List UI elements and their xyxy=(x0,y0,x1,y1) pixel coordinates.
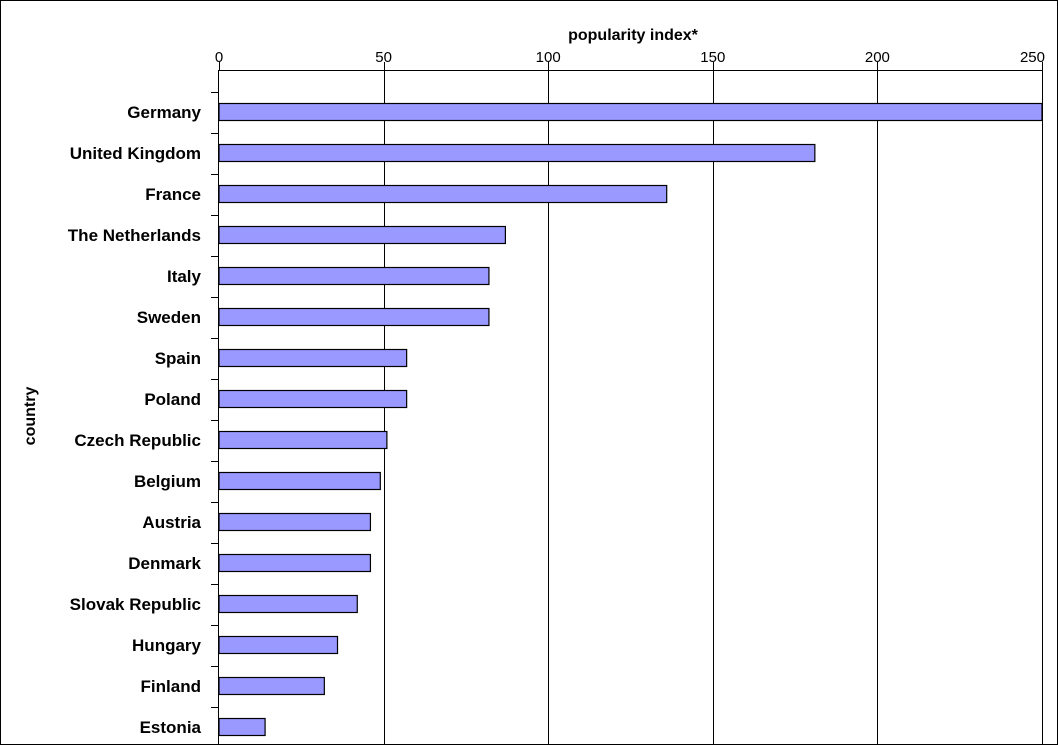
bar xyxy=(218,553,372,573)
bar xyxy=(218,348,408,368)
y-tick-label: Sweden xyxy=(137,308,201,327)
bar xyxy=(218,512,372,532)
bars xyxy=(218,102,1043,737)
y-tick-label: Czech Republic xyxy=(74,431,201,450)
y-axis-title: country xyxy=(22,387,39,446)
bar xyxy=(218,635,339,655)
y-tick-label: Belgium xyxy=(134,472,201,491)
bar xyxy=(218,143,816,163)
bar xyxy=(218,307,490,327)
y-tick-label: Hungary xyxy=(132,636,202,655)
y-tick-label: The Netherlands xyxy=(68,226,201,245)
x-axis-title: popularity index* xyxy=(568,27,699,44)
y-tick-label: Poland xyxy=(144,390,201,409)
x-tick-label: 200 xyxy=(865,49,890,66)
y-tick-label: Slovak Republic xyxy=(70,595,201,614)
bar xyxy=(218,676,325,696)
y-tick-label: Italy xyxy=(167,267,202,286)
x-tick-label: 250 xyxy=(1020,49,1045,66)
x-axis-ticks: 0 50 100 150 200 250 xyxy=(215,49,1045,745)
y-axis-labels: Germany United Kingdom France The Netherlan… xyxy=(68,92,219,737)
bar xyxy=(218,225,507,245)
y-tick-label: France xyxy=(145,185,201,204)
x-tick-label: 0 xyxy=(215,49,223,66)
bar xyxy=(218,471,381,491)
y-tick-label: Germany xyxy=(127,103,201,122)
bar xyxy=(218,717,266,737)
x-tick-label: 150 xyxy=(700,49,725,66)
y-tick-label: United Kingdom xyxy=(70,144,201,163)
bar xyxy=(218,430,388,450)
y-tick-label: Austria xyxy=(142,513,201,532)
x-tick-label: 50 xyxy=(375,49,392,66)
grid-lines xyxy=(384,70,1043,745)
bar xyxy=(218,594,358,614)
bar xyxy=(218,266,490,286)
y-tick-label: Denmark xyxy=(128,554,201,573)
bar xyxy=(218,389,408,409)
bar xyxy=(218,184,668,204)
y-tick-label: Finland xyxy=(141,677,201,696)
y-tick-label: Spain xyxy=(155,349,201,368)
y-tick-label: Estonia xyxy=(140,718,202,737)
bar xyxy=(218,102,1043,122)
x-tick-label: 100 xyxy=(536,49,561,66)
